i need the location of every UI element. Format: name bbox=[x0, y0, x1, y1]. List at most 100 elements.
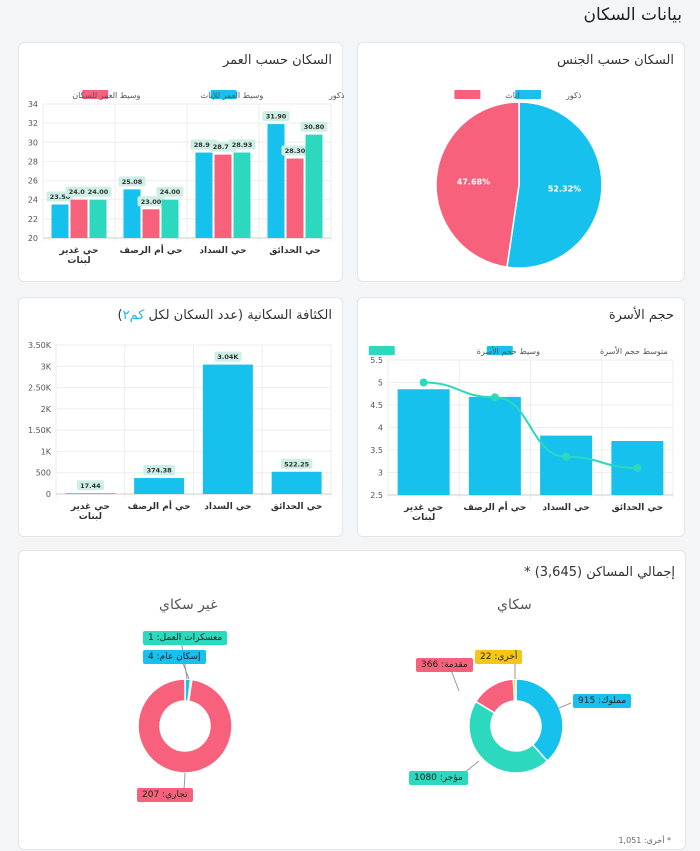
data-label-bg bbox=[280, 458, 313, 469]
residential-title: سكاي bbox=[497, 597, 532, 613]
data-label: 23.50 bbox=[50, 193, 71, 201]
y-tick-label: 20 bbox=[28, 234, 38, 243]
data-label: 28.71 bbox=[213, 143, 234, 151]
data-label-bg bbox=[76, 480, 104, 491]
legend-swatch bbox=[515, 90, 542, 99]
data-label-bg bbox=[281, 145, 309, 156]
age-chart-card: السكان حسب العمر 20 22 24 26 28 30 32 34 حي غدير… bbox=[18, 42, 344, 282]
dwellings-donuts bbox=[137, 638, 572, 792]
label-labor-camps: معسكرات العمل: 1 bbox=[143, 631, 228, 645]
data-label: 522.25 bbox=[284, 460, 310, 468]
label-public-housing: إسكان عام: 4 bbox=[143, 650, 206, 664]
y-tick-label: 5 bbox=[378, 379, 383, 388]
data-label-bg bbox=[262, 111, 290, 122]
bar bbox=[161, 199, 179, 238]
legend-swatch bbox=[486, 346, 513, 355]
data-label: 24.00 bbox=[69, 188, 90, 196]
legend-label: وسيط العمر للذكور bbox=[328, 91, 344, 100]
legend-label: وسيط العمر للإناث bbox=[201, 91, 264, 101]
legend-swatch bbox=[368, 346, 395, 355]
y-tick-label: 3 bbox=[378, 469, 383, 478]
bar bbox=[540, 435, 593, 495]
data-label: 23.00 bbox=[141, 198, 162, 206]
bar bbox=[271, 471, 322, 494]
data-label: 25.08 bbox=[122, 178, 143, 186]
y-tick-label: 32 bbox=[28, 119, 38, 128]
data-label-bg bbox=[143, 465, 175, 476]
x-tick-label: لبنات bbox=[67, 256, 90, 266]
x-tick-label: حي السداد bbox=[199, 246, 246, 256]
gender-chart: 52.32% 47.68% ذكور اناث bbox=[435, 90, 603, 269]
title-close: ) bbox=[117, 308, 123, 323]
y-tick-label: 26 bbox=[28, 177, 38, 186]
legend-label: وسيط العمر للسكان bbox=[72, 91, 140, 100]
age-chart: 20 22 24 26 28 30 32 34 حي غدير لبنات حي أم الرصف… bbox=[28, 90, 344, 266]
data-label: 17.44 bbox=[80, 482, 101, 490]
x-tick-label: حي أم الرصف bbox=[463, 501, 526, 513]
data-label: 374.38 bbox=[147, 467, 173, 475]
y-tick-label: 500 bbox=[36, 469, 51, 478]
data-label: 28.30 bbox=[285, 147, 306, 155]
title-unit: كم٢ bbox=[122, 308, 145, 323]
data-label: 30.80 bbox=[304, 123, 325, 131]
y-tick-label: 3.5 bbox=[370, 446, 383, 455]
legend-label: ذكور bbox=[565, 91, 582, 100]
y-tick-label: 2.50K bbox=[28, 384, 52, 393]
card-title: السكان حسب العمر bbox=[222, 53, 332, 68]
bar bbox=[202, 364, 253, 494]
legend-label: اناث bbox=[505, 91, 519, 100]
data-label: 28.93 bbox=[232, 141, 253, 149]
x-tick-label: لبنات bbox=[79, 512, 102, 522]
gender-chart-card: السكان حسب الجنس 52.32% 47.68% ذكور اناث bbox=[357, 42, 685, 282]
bar bbox=[305, 134, 323, 238]
x-tick-label: حي غدير bbox=[70, 502, 110, 512]
card-title: السكان حسب الجنس bbox=[557, 53, 674, 68]
pie-slice bbox=[435, 101, 520, 268]
y-tick-label: 2K bbox=[41, 405, 52, 414]
bar bbox=[233, 152, 251, 238]
bar bbox=[51, 204, 69, 238]
y-tick-label: 3.50K bbox=[28, 341, 52, 350]
density-chart: 0 500 1K 1.50K 2K 2.50K 3K 3.50K حي غدير لبنات حي… bbox=[28, 341, 332, 522]
family-chart: 2.5 3 3.5 4 4.5 5 5.5 حي غدير لبنات حي أم الرصف ح… bbox=[368, 346, 674, 523]
bar bbox=[89, 199, 107, 238]
data-label-bg bbox=[156, 186, 184, 197]
y-tick-label: 4.5 bbox=[370, 401, 383, 410]
label-commercial: تجاري: 207 bbox=[137, 788, 193, 802]
data-label-bg bbox=[300, 121, 328, 132]
page-title: بيانات السكان bbox=[583, 5, 682, 25]
y-tick-label: 2.5 bbox=[370, 491, 383, 500]
line-point bbox=[633, 464, 642, 472]
y-tick-label: 1.50K bbox=[28, 426, 52, 435]
card-title: حجم الأسرة bbox=[608, 308, 674, 323]
y-tick-label: 5.5 bbox=[370, 356, 383, 365]
bar bbox=[286, 158, 304, 238]
y-tick-label: 0 bbox=[46, 490, 51, 499]
footnote: * أخرى: 1,051 bbox=[618, 836, 671, 845]
y-tick-label: 1K bbox=[41, 447, 52, 456]
label-other: أخرى: 22 bbox=[475, 650, 523, 664]
bar bbox=[267, 124, 285, 238]
label-rented: مؤجر: 1080 bbox=[409, 771, 468, 785]
legend-label: وسيط حجم الأسرة bbox=[477, 346, 540, 356]
data-label: 31.90 bbox=[266, 113, 287, 121]
legend-swatch bbox=[82, 90, 109, 99]
data-label-bg bbox=[214, 351, 242, 362]
line-series bbox=[423, 381, 638, 469]
leader-line bbox=[558, 702, 572, 709]
pie-slice bbox=[515, 678, 564, 763]
slice-label: 52.32% bbox=[548, 184, 581, 193]
pie-slice bbox=[506, 101, 603, 269]
x-tick-label: حي الحدائق bbox=[271, 502, 322, 512]
y-tick-label: 24 bbox=[28, 196, 38, 205]
title-text: الكثافة السكانية (عدد السكان لكل bbox=[144, 308, 332, 323]
data-label-bg bbox=[137, 196, 165, 207]
pie-slice bbox=[512, 678, 517, 702]
data-label: 28.93 bbox=[194, 141, 215, 149]
x-tick-label: حي الحدائق bbox=[612, 503, 663, 513]
data-label-bg bbox=[228, 139, 256, 150]
data-label: 24.00 bbox=[160, 188, 181, 196]
x-tick-label: حي أم الرصف bbox=[128, 500, 191, 512]
bar bbox=[468, 396, 521, 495]
line-point bbox=[490, 393, 499, 402]
